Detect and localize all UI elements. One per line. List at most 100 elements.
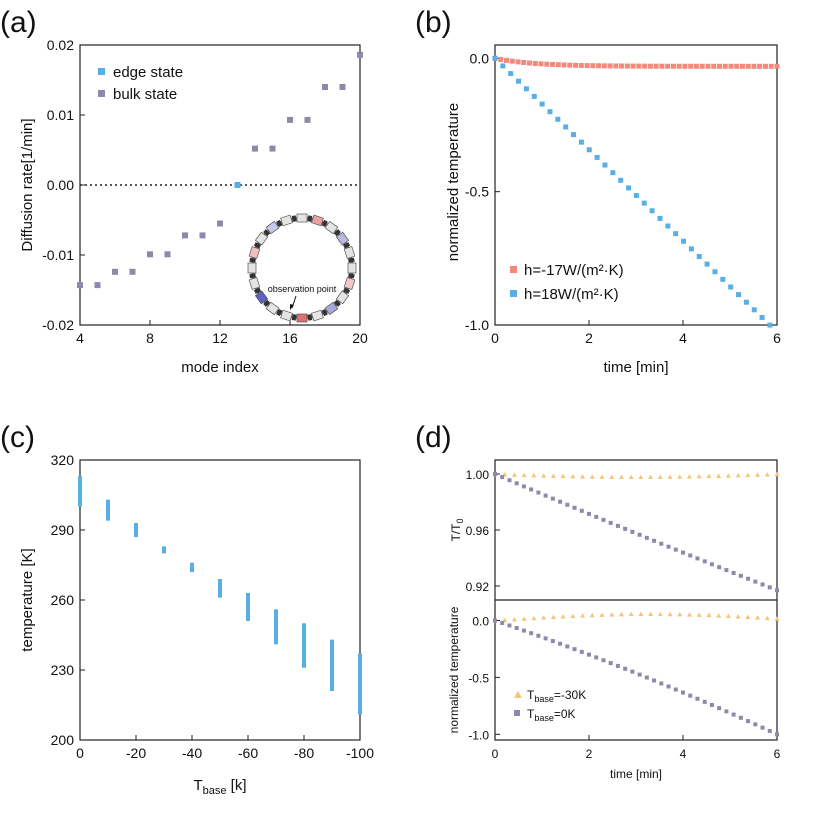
chart-b-point-1-34 <box>759 314 765 320</box>
chart-a-point-1-15 <box>357 51 363 58</box>
chart-b-point-1-23 <box>673 231 679 237</box>
inset-link-17 <box>333 299 341 307</box>
d-bot-ytick-label-2: -1.0 <box>468 728 489 742</box>
chart-d-top-point-1-21 <box>644 535 649 540</box>
chart-d: T/T0 normalized temperature time [min] 0… <box>447 459 781 781</box>
chart-a-point-1-10 <box>269 145 276 152</box>
d-xtick-label-2: 4 <box>680 747 687 761</box>
chart-b-point-0-4 <box>515 59 521 65</box>
inset-cell-16 <box>343 277 356 290</box>
chart-d-bottom-point-1-5 <box>529 631 534 636</box>
chart-b-point-1-17 <box>626 185 632 191</box>
chart-d-top-point-1-0 <box>493 472 497 476</box>
inset-link-10 <box>307 215 313 222</box>
a-xtick-label-2: 12 <box>212 330 228 346</box>
chart-b-point-0-17 <box>590 63 596 69</box>
chart-d-top-point-1-24 <box>666 544 671 549</box>
chart-b-point-0-33 <box>682 63 688 69</box>
chart-d-bottom-point-1-10 <box>565 644 570 649</box>
chart-b-point-1-13 <box>594 154 600 160</box>
chart-c-bar-7 <box>274 609 278 645</box>
c-xtick-label-5: -100 <box>346 745 374 761</box>
chart-d-bottom-point-1-34 <box>738 715 743 720</box>
chart-b-point-1-29 <box>720 276 726 282</box>
chart-d-top-point-0-10 <box>589 474 595 479</box>
d-top-ytick-label-2: 0.92 <box>466 580 490 594</box>
chart-a-point-1-9 <box>252 145 258 152</box>
chart-d-bottom-point-0-27 <box>755 615 761 620</box>
chart-c-xlabel: Tbase [k] <box>193 777 246 797</box>
chart-b-point-1-12 <box>586 147 592 153</box>
a-ytick-label-1: -0.01 <box>42 247 74 263</box>
inset-link-12 <box>333 229 341 237</box>
inset-link-2 <box>263 299 271 307</box>
chart-d-top-point-0-26 <box>745 472 751 478</box>
chart-d-top-point-1-18 <box>623 526 628 531</box>
chart-d-bottom-point-1-37 <box>760 725 765 730</box>
chart-d-top-point-1-20 <box>637 532 642 537</box>
panel-label-c: (c) <box>0 421 35 454</box>
inset-cell-5 <box>247 262 257 274</box>
chart-d-top-point-1-28 <box>695 556 700 561</box>
chart-b-point-0-8 <box>538 61 544 67</box>
a-xtick-label-0: 4 <box>76 330 84 346</box>
chart-d-top-ylabel: T/T0 <box>449 518 465 541</box>
chart-b-xlabel: time [min] <box>603 359 668 376</box>
chart-d-bottom-point-0-23 <box>716 613 722 618</box>
chart-c-bar-5 <box>218 579 222 598</box>
chart-d-top-point-1-10 <box>565 502 570 507</box>
chart-a-point-1-1 <box>94 282 101 289</box>
chart-d-top-point-0-15 <box>638 474 644 480</box>
chart-a-point-1-11 <box>287 116 293 123</box>
chart-d-bottom-point-0-20 <box>686 612 692 617</box>
chart-d-top-point-1-22 <box>652 538 657 543</box>
chart-d-top-point-1-2 <box>507 478 512 483</box>
inset-cell-6 <box>248 246 261 259</box>
chart-d-top-point-1-37 <box>760 582 765 587</box>
legend-b-h-neg-marker <box>510 266 517 273</box>
inset-link-19 <box>307 314 313 321</box>
chart-b-point-1-28 <box>712 269 718 275</box>
chart-d-bottom-point-0-15 <box>638 611 644 617</box>
chart-a-xlabel: mode index <box>181 359 259 376</box>
chart-b-point-1-22 <box>665 223 671 229</box>
chart-d-top-point-1-12 <box>579 508 584 513</box>
a-ytick-label-2: 0.00 <box>47 177 74 193</box>
chart-a-point-1-0 <box>77 282 83 289</box>
chart-b-point-0-39 <box>716 63 722 69</box>
chart-d-top-point-1-35 <box>746 576 751 581</box>
chart-c-bar-10 <box>358 653 362 715</box>
chart-b-point-1-27 <box>704 261 710 267</box>
chart-d-bottom-point-1-39 <box>775 732 779 737</box>
inset-cell-2 <box>265 301 280 316</box>
chart-d-top-point-1-8 <box>550 496 555 501</box>
chart-b-point-1-24 <box>681 238 687 244</box>
inset-link-7 <box>263 229 271 237</box>
chart-b-point-0-25 <box>636 63 642 69</box>
chart-b-point-1-19 <box>641 200 647 206</box>
chart-d-bottom-point-1-17 <box>615 663 620 668</box>
d-bot-ytick-label-1: -0.5 <box>468 671 489 685</box>
b-ytick-label-0: 0.0 <box>470 50 490 66</box>
chart-c-bar-2 <box>134 523 138 537</box>
chart-c-bar-1 <box>106 499 110 521</box>
chart-d-top-point-0-11 <box>599 474 605 479</box>
chart-a-point-1-8 <box>217 220 223 227</box>
inset-cell-17 <box>335 290 350 305</box>
legend-d-30k-label: Tbase=-30K <box>527 688 586 704</box>
chart-c-bar-4 <box>190 562 194 572</box>
chart-d-top-point-0-22 <box>706 473 712 479</box>
inset-link-5 <box>249 257 256 263</box>
inset-link-4 <box>249 273 256 279</box>
inset-cell-8 <box>265 220 280 235</box>
chart-b-point-1-5 <box>531 93 537 99</box>
chart-b-point-0-18 <box>596 63 602 69</box>
chart-d-top-point-0-12 <box>609 474 615 479</box>
chart-d-top-point-0-5 <box>541 473 547 478</box>
chart-d-top-point-0-16 <box>648 474 654 480</box>
inset-cell-15 <box>347 262 357 274</box>
chart-d-top-point-0-3 <box>521 472 527 478</box>
chart-d-top-point-0-4 <box>531 472 537 478</box>
chart-d-bottom-point-0-12 <box>609 612 615 617</box>
